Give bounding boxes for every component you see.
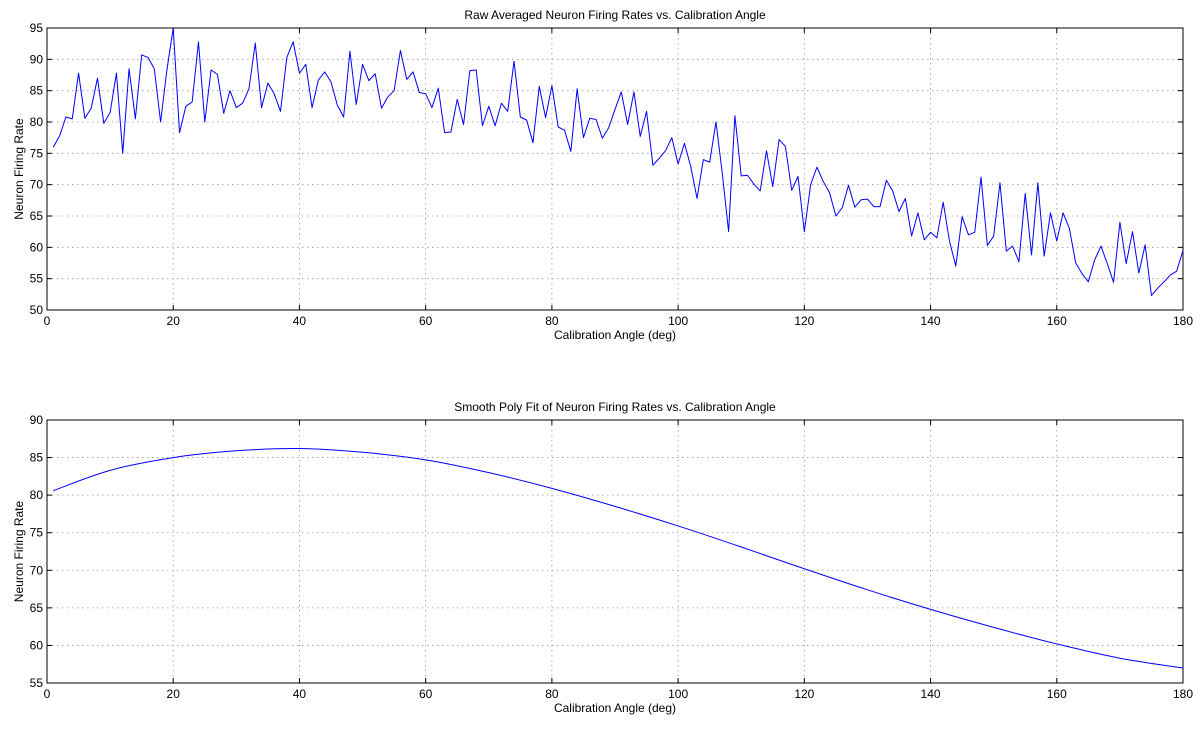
raw-chart-x-tick-label: 100 [668,314,688,328]
raw-chart-y-axis-label: Neuron Firing Rate [12,118,26,220]
poly-fit-chart-y-tick-label: 90 [30,413,44,427]
poly-fit-chart-x-tick-label: 20 [167,687,181,701]
raw-chart-y-tick-label: 90 [30,52,44,66]
poly-fit-chart: 0 20 40 60 80 100 120 140 160 180 55 60 65 70 75 80 85 90… [12,400,1193,715]
poly-fit-chart-x-tick-label: 100 [668,687,688,701]
raw-chart-y-tick-label: 95 [30,21,44,35]
poly-fit-chart-y-axis-label: Neuron Firing Rate [12,500,26,602]
raw-chart-y-tick-label: 65 [30,209,44,223]
raw-chart-y-tick-label: 75 [30,146,44,160]
poly-fit-chart-y-tick-label: 75 [30,526,44,540]
poly-fit-chart-x-tick-label: 120 [794,687,814,701]
poly-fit-chart-tick-labels: 0 20 40 60 80 100 120 140 160 180 55 60 65 70 75 80 85 90 [30,413,1194,701]
poly-fit-chart-y-tick-label: 65 [30,601,44,615]
poly-fit-chart-x-tick-label: 160 [1047,687,1067,701]
raw-chart-x-tick-label: 40 [293,314,307,328]
poly-fit-series-line [53,448,1184,669]
poly-fit-chart-x-tick-label: 40 [293,687,307,701]
poly-fit-chart-gridlines [47,420,1183,683]
raw-firing-rate-series-line [52,27,1184,297]
raw-chart-x-tick-label: 60 [419,314,433,328]
raw-firing-rate-chart: 0 20 40 60 80 100 120 140 160 180 50 55 60 65 70 75 80 85… [12,8,1193,342]
raw-chart-y-tick-label: 60 [30,240,44,254]
raw-chart-y-tick-label: 80 [30,115,44,129]
poly-fit-chart-axes-box [46,419,1184,684]
poly-fit-chart-x-tick-label: 140 [921,687,941,701]
poly-fit-chart-title: Smooth Poly Fit of Neuron Firing Rates v… [454,400,776,414]
raw-chart-y-tick-label: 55 [30,272,44,286]
raw-chart-x-axis-label: Calibration Angle (deg) [554,328,676,342]
poly-fit-chart-y-tick-label: 60 [30,638,44,652]
raw-chart-y-tick-label: 50 [30,303,44,317]
poly-fit-chart-x-tick-label: 0 [44,687,51,701]
raw-chart-x-tick-label: 140 [921,314,941,328]
poly-fit-chart-y-tick-label: 55 [30,676,44,690]
poly-fit-chart-x-tick-label: 60 [419,687,433,701]
raw-chart-x-tick-label: 20 [167,314,181,328]
poly-fit-chart-x-tick-label: 80 [545,687,559,701]
raw-chart-ticks [46,27,1184,311]
raw-chart-x-tick-label: 160 [1047,314,1067,328]
poly-fit-chart-x-axis-label: Calibration Angle (deg) [554,701,676,715]
raw-chart-title: Raw Averaged Neuron Firing Rates vs. Cal… [464,8,766,22]
raw-chart-axes-box [46,27,1184,311]
raw-chart-y-tick-label: 85 [30,84,44,98]
raw-chart-x-tick-label: 180 [1173,314,1193,328]
raw-chart-gridlines [47,28,1183,310]
raw-chart-y-tick-label: 70 [30,178,44,192]
poly-fit-chart-ticks [46,419,1184,684]
poly-fit-chart-y-tick-label: 80 [30,488,44,502]
poly-fit-chart-y-tick-label: 85 [30,451,44,465]
raw-chart-x-tick-label: 0 [44,314,51,328]
raw-chart-x-tick-label: 120 [794,314,814,328]
poly-fit-chart-y-tick-label: 70 [30,563,44,577]
raw-chart-x-tick-label: 80 [545,314,559,328]
raw-chart-tick-labels: 0 20 40 60 80 100 120 140 160 180 50 55 60 65 70 75 80 85… [30,21,1194,328]
poly-fit-chart-x-tick-label: 180 [1173,687,1193,701]
